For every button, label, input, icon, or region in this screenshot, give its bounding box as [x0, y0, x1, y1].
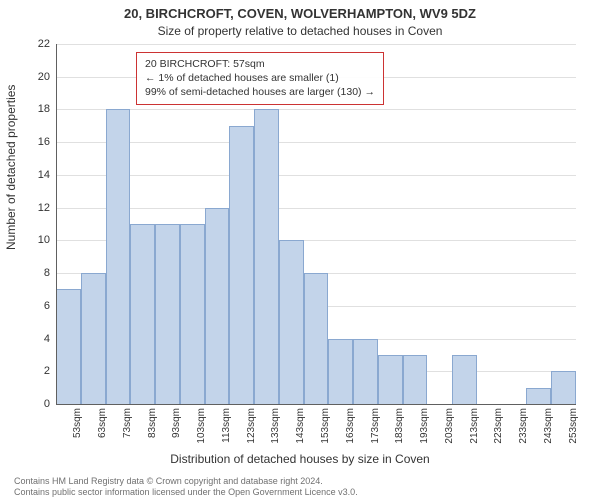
bar [526, 388, 551, 404]
x-tick-label: 243sqm [543, 408, 554, 444]
x-axis [56, 404, 576, 405]
y-tick-label: 16 [20, 136, 50, 148]
y-tick-label: 12 [20, 202, 50, 214]
chart-container: 20, BIRCHCROFT, COVEN, WOLVERHAMPTON, WV… [0, 0, 600, 500]
y-tick-label: 0 [20, 398, 50, 410]
gridline [56, 109, 576, 110]
bar [353, 339, 378, 404]
x-tick-label: 143sqm [295, 408, 306, 444]
x-tick-label: 83sqm [147, 408, 158, 438]
bar [551, 371, 576, 404]
x-tick-label: 173sqm [370, 408, 381, 444]
chart-title: 20, BIRCHCROFT, COVEN, WOLVERHAMPTON, WV… [0, 6, 600, 21]
y-tick-label: 22 [20, 38, 50, 50]
x-tick-label: 123sqm [246, 408, 257, 444]
y-tick-label: 4 [20, 333, 50, 345]
x-tick-label: 113sqm [221, 408, 232, 443]
x-tick-label: 103sqm [196, 408, 207, 444]
y-tick-label: 6 [20, 300, 50, 312]
footer: Contains HM Land Registry data © Crown c… [14, 476, 586, 499]
plot-area: 024681012141618202253sqm63sqm73sqm83sqm9… [56, 44, 576, 404]
info-box-line2: ← 1% of detached houses are smaller (1) [145, 71, 375, 85]
x-tick-label: 63sqm [97, 408, 108, 438]
info-box-line3: 99% of semi-detached houses are larger (… [145, 85, 375, 99]
x-tick-label: 183sqm [394, 408, 405, 444]
bar [130, 224, 155, 404]
bar [81, 273, 106, 404]
x-tick-label: 133sqm [270, 408, 281, 444]
y-tick-label: 8 [20, 267, 50, 279]
x-tick-label: 233sqm [518, 408, 529, 444]
x-axis-label: Distribution of detached houses by size … [0, 452, 600, 466]
x-tick-label: 203sqm [444, 408, 455, 444]
bar [56, 289, 81, 404]
y-tick-label: 18 [20, 103, 50, 115]
bar [229, 126, 254, 404]
bar [205, 208, 230, 404]
chart-subtitle: Size of property relative to detached ho… [0, 24, 600, 38]
footer-line2: Contains public sector information licen… [14, 487, 586, 498]
y-tick-label: 10 [20, 234, 50, 246]
bar [304, 273, 329, 404]
info-box-line1: 20 BIRCHCROFT: 57sqm [145, 57, 375, 71]
y-tick-label: 20 [20, 71, 50, 83]
y-axis [56, 44, 57, 404]
x-tick-label: 223sqm [493, 408, 504, 444]
gridline [56, 175, 576, 176]
bar [279, 240, 304, 404]
bar [155, 224, 180, 404]
bar [378, 355, 403, 404]
x-tick-label: 213sqm [469, 408, 480, 444]
gridline [56, 208, 576, 209]
bar [180, 224, 205, 404]
x-tick-label: 53sqm [72, 408, 83, 438]
x-tick-label: 153sqm [320, 408, 331, 444]
y-tick-label: 2 [20, 365, 50, 377]
bar [403, 355, 428, 404]
x-tick-label: 193sqm [419, 408, 430, 444]
bar [452, 355, 477, 404]
bar [106, 109, 131, 404]
bar [328, 339, 353, 404]
gridline [56, 44, 576, 45]
x-tick-label: 163sqm [345, 408, 356, 444]
x-tick-label: 93sqm [171, 408, 182, 438]
bar [254, 109, 279, 404]
footer-line1: Contains HM Land Registry data © Crown c… [14, 476, 586, 487]
info-box: 20 BIRCHCROFT: 57sqm ← 1% of detached ho… [136, 52, 384, 105]
x-tick-label: 73sqm [122, 408, 133, 438]
gridline [56, 142, 576, 143]
x-tick-label: 253sqm [568, 408, 579, 444]
y-axis-label: Number of detached properties [4, 85, 18, 250]
y-tick-label: 14 [20, 169, 50, 181]
